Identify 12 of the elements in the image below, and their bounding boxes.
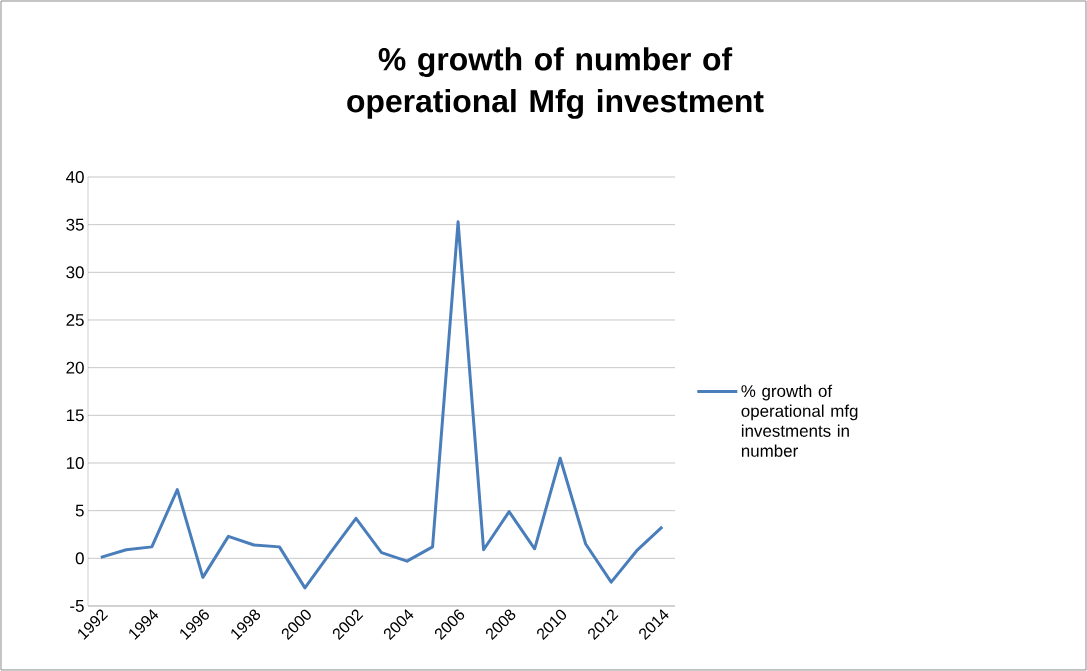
y-tick-label: 15	[66, 409, 84, 422]
y-tick-label: 35	[66, 218, 84, 231]
y-tick-label: 30	[66, 266, 84, 279]
legend-label: % growth of operational mfg investments in number	[741, 384, 858, 457]
y-tick-label: 25	[66, 313, 84, 326]
y-tick-label: 40	[66, 170, 84, 183]
y-tick-label: 5	[75, 504, 84, 517]
y-tick-label: 0	[75, 552, 84, 565]
y-tick-label: 20	[66, 361, 84, 374]
y-tick-label: 10	[66, 456, 84, 469]
chart-title: % growth of number of operational Mfg investment	[347, 47, 764, 119]
line-series	[99, 220, 664, 590]
